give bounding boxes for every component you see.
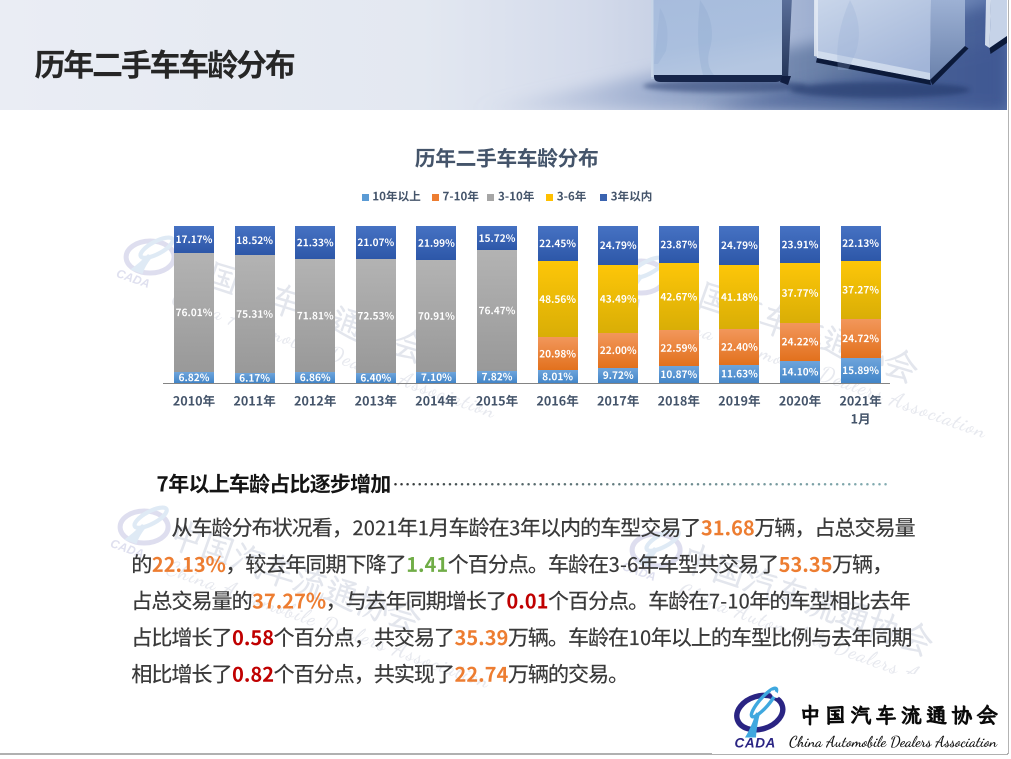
- svg-text:CADA: CADA: [735, 736, 776, 751]
